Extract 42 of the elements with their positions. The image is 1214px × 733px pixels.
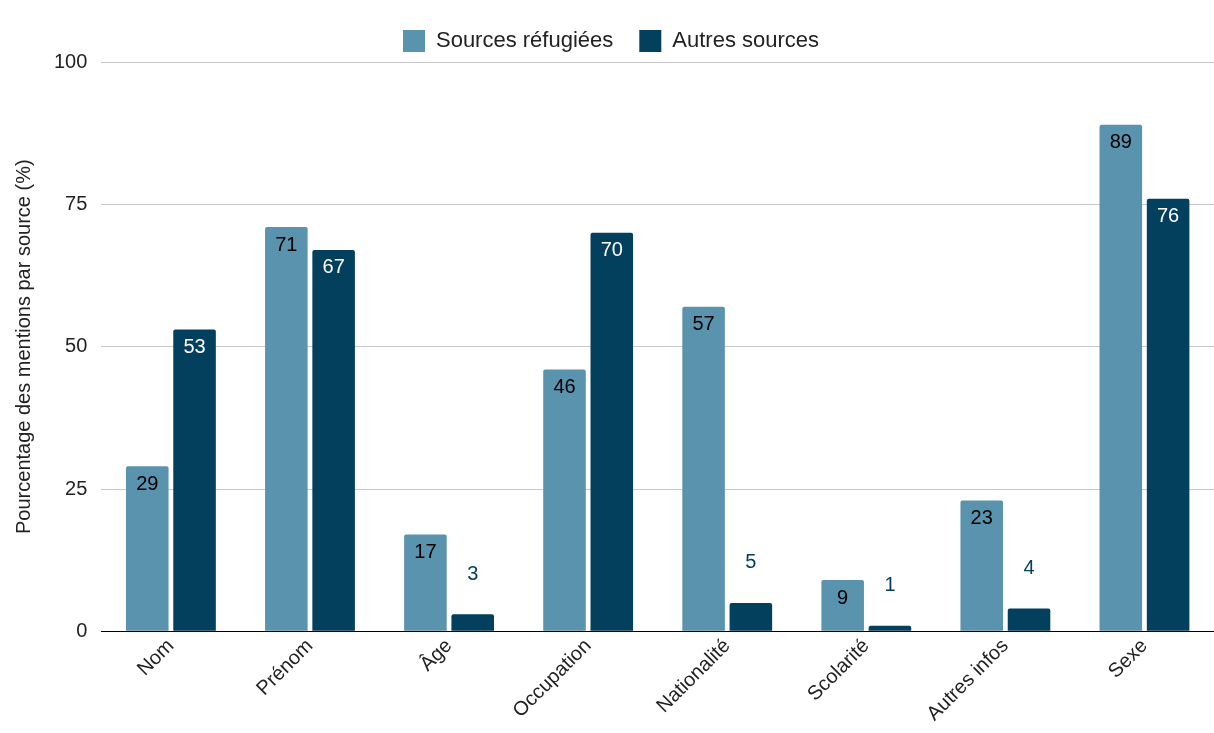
y-tick-label: 25 — [65, 476, 88, 499]
bar — [821, 580, 864, 631]
legend-label: Sources réfugiées — [435, 27, 614, 53]
bar — [1007, 608, 1051, 631]
legend-label: Autres sources — [672, 27, 820, 53]
data-label: 29 — [136, 471, 159, 494]
bar — [125, 466, 169, 631]
bar — [451, 614, 494, 631]
data-label: 67 — [322, 255, 345, 278]
bar — [960, 500, 1004, 631]
data-label: 70 — [600, 238, 623, 261]
bar — [729, 602, 773, 631]
bar — [404, 534, 447, 631]
y-axis-title: Pourcentage des mentions par source (%) — [11, 159, 34, 534]
data-label: 71 — [275, 232, 298, 255]
bar — [868, 625, 912, 631]
bar — [1099, 124, 1143, 631]
bar — [682, 306, 725, 631]
y-tick-label: 100 — [53, 49, 88, 72]
data-label: 3 — [467, 561, 479, 584]
bar — [1146, 198, 1190, 631]
bar — [543, 369, 586, 631]
y-tick-label: 50 — [65, 334, 88, 357]
y-tick-label: 75 — [65, 191, 88, 214]
data-label: 4 — [1023, 556, 1035, 579]
x-tick-label: Âge — [415, 634, 456, 675]
data-label: 1 — [884, 573, 896, 596]
data-label: 89 — [1109, 130, 1132, 153]
bar — [173, 329, 216, 631]
bar — [590, 232, 634, 631]
bar — [265, 227, 308, 631]
data-label: 5 — [745, 550, 757, 573]
data-label: 23 — [970, 505, 993, 528]
data-label: 53 — [183, 335, 206, 358]
data-label: 57 — [692, 312, 715, 335]
y-tick-label: 0 — [76, 618, 88, 641]
bar — [312, 249, 355, 631]
data-label: 76 — [1156, 204, 1180, 227]
x-tick-label: Nom — [132, 634, 178, 680]
data-label: 17 — [414, 540, 437, 563]
data-label: 9 — [837, 585, 849, 608]
data-label: 46 — [553, 374, 576, 397]
